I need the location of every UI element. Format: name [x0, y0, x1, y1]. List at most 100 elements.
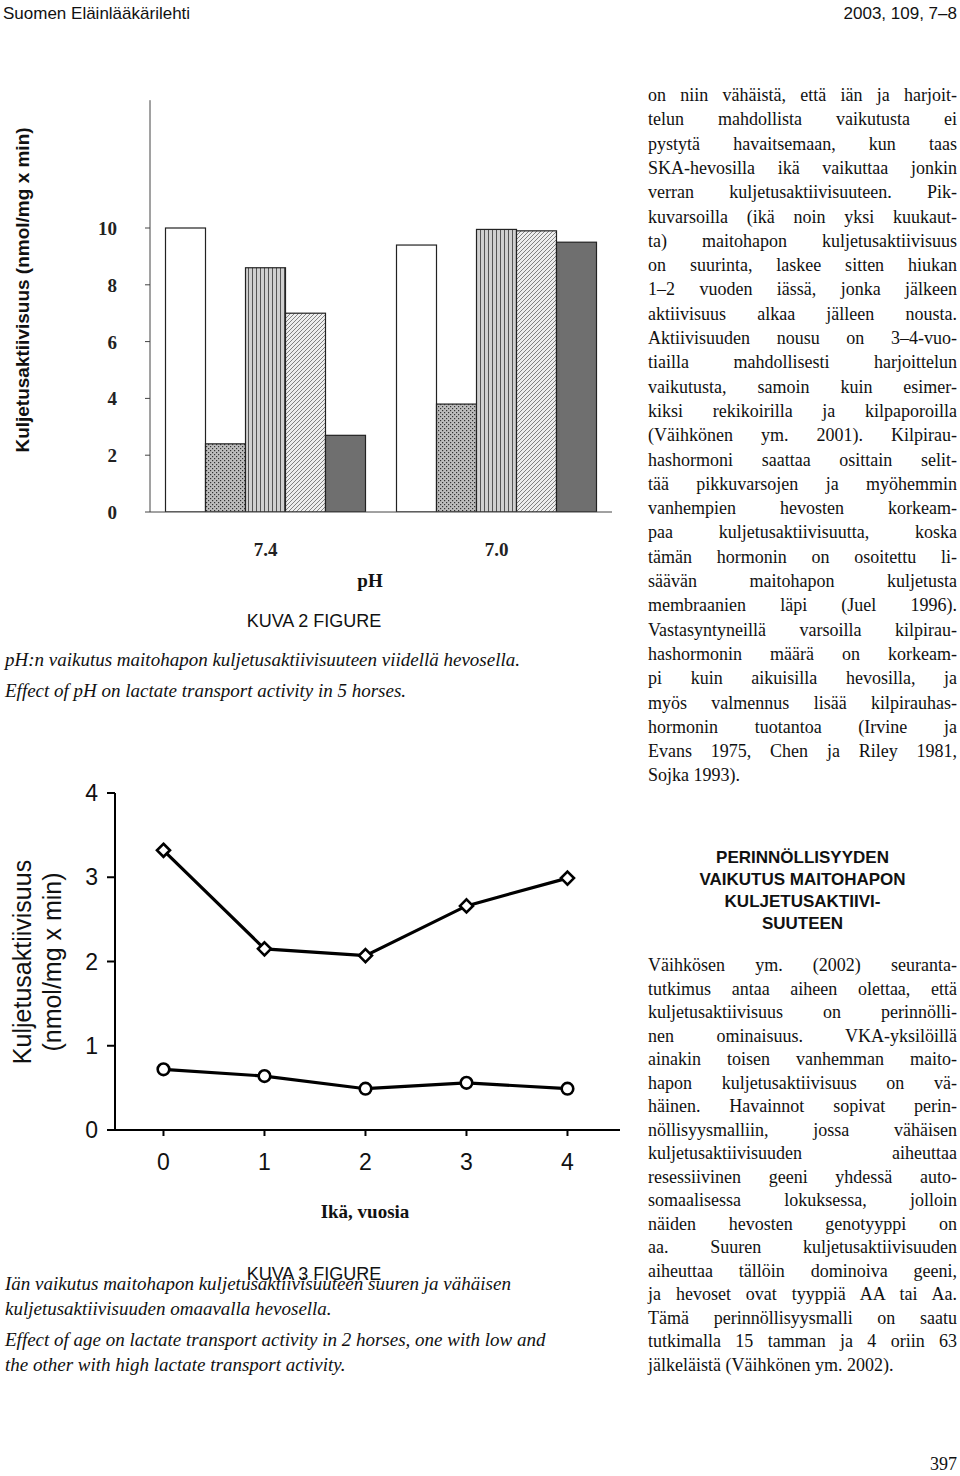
body-text-line: vanhempien hevosten korkeam-: [648, 496, 957, 520]
body-text-line: hashormonin määrä on korkeam-: [648, 642, 957, 666]
bar: [437, 404, 477, 512]
x-tick-label: 0: [157, 1149, 170, 1175]
body-text-line: ainakin toisen vanhemman maito-: [648, 1047, 957, 1071]
y-tick: [145, 398, 150, 399]
circle-marker: [360, 1083, 372, 1095]
body-text-line: kiksi rekikoirilla ja kilpaporoilla: [648, 399, 957, 423]
series-line: [163, 850, 567, 955]
caption-en: the other with high lactate transport ac…: [5, 1354, 345, 1375]
body-text-line: myös valmennus lisää kilpirauhas-: [648, 691, 957, 715]
y-tick: [107, 792, 115, 794]
diamond-marker: [561, 872, 574, 885]
y-tick-label: 8: [108, 275, 118, 296]
body-text-line: säävän maitohapon kuljetusta: [648, 569, 957, 593]
body-text-line: tiailla mahdollisesti harjoittelun: [648, 350, 957, 374]
x-axis: [115, 1129, 620, 1131]
y-tick-label: 0: [108, 502, 118, 523]
y-tick-label: 0: [85, 1117, 98, 1143]
body-text-line: SKA-hevosilla ikä vaikuttaa jonkin: [648, 156, 957, 180]
bar: [246, 268, 286, 512]
line-chart: 0123401234Kuljetusaktiivisuus(nmol/mg x …: [8, 780, 620, 1222]
category-label: 7.4: [254, 539, 278, 560]
bar: [206, 444, 246, 512]
caption-fi: kuljetusaktiivisuuden omaavalla hevosell…: [5, 1298, 332, 1319]
diamond-marker: [157, 844, 170, 857]
section-heading: SUUTEEN: [648, 913, 957, 935]
y-axis-label: Kuljetusaktiivisuus: [8, 860, 36, 1064]
y-tick-label: 4: [85, 780, 98, 806]
page: Suomen Eläinlääkärilehti2003, 109, 7–87.…: [0, 0, 960, 1476]
body-text-line: hashormoni saattaa osittain selit-: [648, 448, 957, 472]
body-text-line: somaalisessa lokuksessa, jolloin: [648, 1188, 957, 1212]
bar-chart: 7.47.00246810Kuljetusaktiivisuus (nmol/m…: [12, 100, 612, 591]
y-tick: [107, 1129, 115, 1131]
body-text-line: on niin vähäistä, että iän ja harjoit-: [648, 83, 957, 107]
body-text-line: resessiivinen geeni yhdessä auto-: [648, 1165, 957, 1189]
circle-marker: [562, 1083, 574, 1095]
y-tick-label: 3: [85, 864, 98, 890]
figure-label: KUVA 2 FIGURE: [247, 611, 382, 631]
x-tick: [465, 1130, 467, 1136]
y-tick-label: 2: [85, 949, 98, 975]
body-text-line: kuvarsoilla (ikä noin yksi kuukaut-: [648, 205, 957, 229]
circle-marker: [461, 1077, 473, 1089]
x-axis: [150, 512, 612, 513]
y-tick: [107, 876, 115, 878]
circle-marker: [259, 1070, 271, 1082]
section-heading: VAIKUTUS MAITOHAPON: [648, 869, 957, 891]
y-tick: [145, 284, 150, 285]
body-text-line: paa kuljetusaktiivisuutta, koska: [648, 520, 957, 544]
y-tick-label: 6: [108, 332, 118, 353]
x-tick: [364, 1130, 366, 1136]
section-heading: PERINNÖLLISYYDEN: [648, 847, 957, 869]
caption-fi: Iän vaikutus maitohapon kuljetusaktiivis…: [4, 1273, 511, 1294]
body-text-line: Evans 1975, Chen ja Riley 1981,: [648, 739, 957, 763]
body-text-line: aa. Suuren kuljetusaktiivisuuden: [648, 1235, 957, 1259]
y-tick: [107, 961, 115, 963]
circle-marker: [158, 1064, 170, 1076]
body-text-line: (Väihkönen ym. 2001). Kilpirau-: [648, 423, 957, 447]
y-axis: [150, 100, 151, 512]
body-text-line: membraanien läpi (Juel 1996).: [648, 593, 957, 617]
body-text-line: jälkeläistä (Väihkönen ym. 2002).: [648, 1353, 957, 1377]
y-tick-label: 2: [108, 445, 118, 466]
y-axis-label: (nmol/mg x min): [38, 872, 66, 1051]
y-axis-label: Kuljetusaktiivisuus (nmol/mg x min): [12, 127, 33, 452]
bar: [397, 245, 437, 512]
section-heading: KULJETUSAKTIIVI-: [648, 891, 957, 913]
body-text-line: näiden hevosten genotyyppi on: [648, 1212, 957, 1236]
body-text-line: hapon kuljetusaktiivisuus on vä-: [648, 1071, 957, 1095]
x-tick: [566, 1130, 568, 1136]
body-text-line: telun mahdollista vaikutusta ei: [648, 107, 957, 131]
body-text-line: häinen. Havainnot sopivat perin-: [648, 1094, 957, 1118]
bar: [557, 242, 597, 512]
x-axis-label: pH: [357, 570, 383, 591]
body-text-line: vaikutusta, samoin kuin esimer-: [648, 375, 957, 399]
body-text-line: pystytä havaitsemaan, kun taas: [648, 132, 957, 156]
y-tick-label: 1: [85, 1033, 98, 1059]
y-tick: [107, 1045, 115, 1047]
body-text-line: kuljetusaktiivisuus on perinnölli-: [648, 1000, 957, 1024]
body-text-line: Aktiivisuuden nousu on 3–4-vuo-: [648, 326, 957, 350]
y-tick: [145, 455, 150, 456]
body-text-line: nöllisyysmalliin, jossa vähäisen: [648, 1118, 957, 1142]
y-tick-label: 10: [98, 218, 117, 239]
bar: [517, 231, 557, 512]
body-text-line: 1–2 vuoden iässä, jonka jälkeen: [648, 277, 957, 301]
body-text-line: tää pikkuvarsojen ja myöhemmin: [648, 472, 957, 496]
x-tick-label: 2: [359, 1149, 372, 1175]
body-text-line: verran kuljetusaktiivisuuteen. Pik-: [648, 180, 957, 204]
x-axis-label: Ikä, vuosia: [321, 1201, 410, 1222]
diamond-marker: [460, 899, 473, 912]
body-text-line: kuljetusaktiivisuuden aiheuttaa: [648, 1141, 957, 1165]
diamond-marker: [359, 949, 372, 962]
diamond-marker: [258, 942, 271, 955]
bar: [326, 435, 366, 512]
body-text-line: tutkimalla 15 tamman ja 4 oriin 63: [648, 1329, 957, 1353]
body-text-line: on suurinta, laskee sitten hiukan: [648, 253, 957, 277]
bar: [477, 229, 517, 512]
body-text-line: aiheuttaa tällöin dominoiva geeni,: [648, 1259, 957, 1283]
bar: [166, 228, 206, 512]
caption-en: Effect of age on lactate transport activ…: [4, 1329, 546, 1350]
body-text-line: ja hevoset ovat tyyppiä AA tai Aa.: [648, 1282, 957, 1306]
